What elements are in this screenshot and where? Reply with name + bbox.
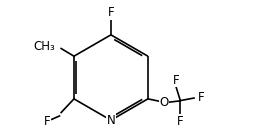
Text: F: F xyxy=(173,74,179,87)
Text: F: F xyxy=(198,91,204,104)
Text: F: F xyxy=(108,6,114,19)
Text: F: F xyxy=(177,115,184,128)
Text: CH₃: CH₃ xyxy=(34,40,55,53)
Text: N: N xyxy=(106,114,115,127)
Text: F: F xyxy=(44,115,51,128)
Text: O: O xyxy=(159,96,169,109)
